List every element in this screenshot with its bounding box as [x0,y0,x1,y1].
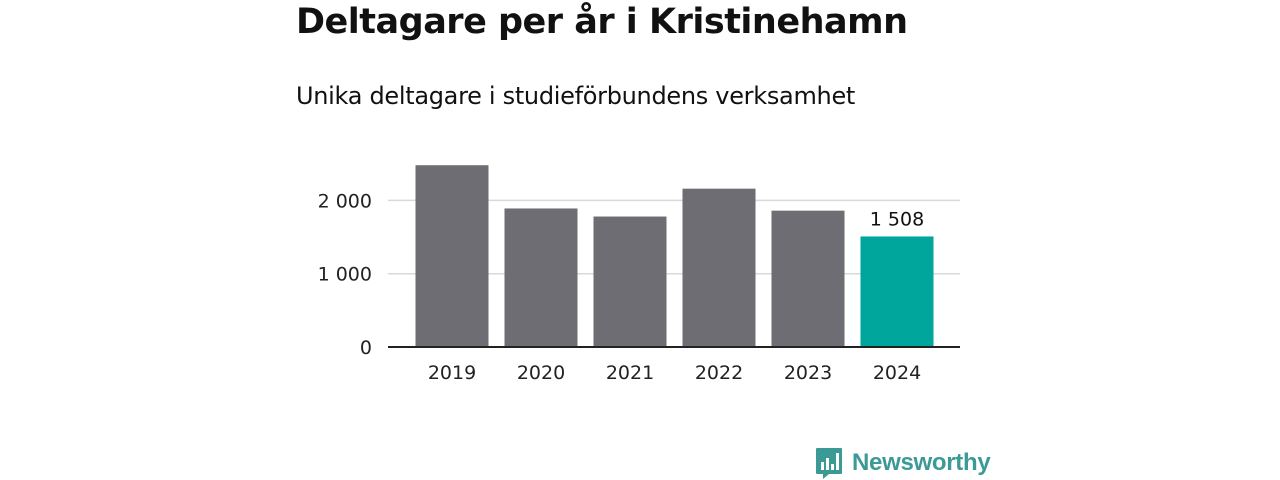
bar [682,188,756,347]
newsworthy-logo: Newsworthy [814,446,991,480]
y-tick-label: 0 [360,337,372,359]
bar [860,236,934,347]
y-tick-label: 1 000 [318,264,372,286]
x-tick-label: 2021 [606,362,654,384]
chart-subtitle: Unika deltagare i studieförbundens verks… [296,82,856,110]
x-tick-label: 2019 [428,362,476,384]
data-label: 1 508 [870,208,924,230]
x-tick-label: 2023 [784,362,832,384]
y-tick-label: 2 000 [318,190,372,212]
bar [771,210,845,347]
bar [415,165,489,347]
x-tick-label: 2022 [695,362,743,384]
bar [593,216,667,347]
x-tick-label: 2024 [873,362,921,384]
x-tick-label: 2020 [517,362,565,384]
chart-title: Deltagare per år i Kristinehamn [296,2,908,42]
logo-text: Newsworthy [852,449,991,476]
bar-chart-bubble-icon [816,448,842,479]
bar [504,208,578,347]
